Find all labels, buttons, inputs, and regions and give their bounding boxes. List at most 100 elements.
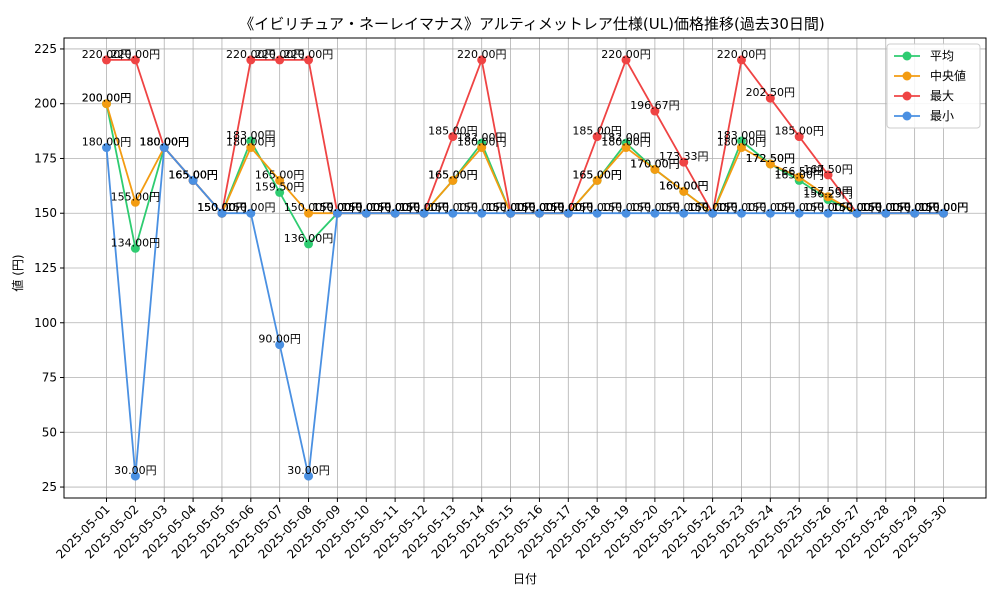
data-label: 150.00円 (688, 201, 738, 214)
data-label: 150.00円 (342, 201, 392, 214)
data-point (650, 164, 660, 174)
data-label: 150.00円 (832, 201, 882, 214)
data-label: 150.00円 (197, 201, 247, 214)
data-label: 150.00円 (486, 201, 536, 214)
y-tick-label: 150 (34, 206, 57, 220)
y-tick-label: 75 (42, 371, 57, 385)
data-point (563, 208, 573, 218)
data-label: 185.00円 (428, 125, 478, 138)
data-label: 150.00円 (919, 201, 969, 214)
data-label: 150.00円 (226, 201, 276, 214)
data-point (448, 208, 458, 218)
data-label: 150.00円 (659, 201, 709, 214)
data-label: 150.00円 (370, 201, 420, 214)
data-point (939, 208, 948, 218)
data-label: 90.00円 (258, 333, 301, 346)
data-label: 200.00円 (82, 92, 132, 105)
data-label: 220.00円 (255, 48, 305, 61)
data-label: 220.00円 (284, 48, 334, 61)
data-label: 150.00円 (515, 201, 565, 214)
y-tick-label: 200 (34, 97, 57, 111)
data-point (881, 208, 891, 218)
data-point (246, 208, 256, 218)
data-point (246, 136, 256, 146)
data-label: 150.00円 (370, 201, 420, 214)
data-label: 155.00円 (111, 190, 161, 203)
legend-label: 最小 (930, 109, 954, 123)
data-point (794, 208, 804, 218)
data-point (448, 132, 458, 142)
data-label: 166.50円 (774, 165, 824, 178)
data-label: 150.00円 (457, 201, 507, 214)
data-label: 172.50円 (746, 152, 796, 165)
data-label: 150.00円 (861, 201, 911, 214)
data-label: 30.00円 (114, 464, 157, 477)
y-tick-label: 225 (34, 42, 57, 56)
data-point (794, 132, 804, 142)
data-label: 180.00円 (226, 136, 276, 149)
y-tick-label: 50 (42, 425, 57, 439)
data-label: 150.00円 (197, 201, 247, 214)
legend-swatch-marker (902, 51, 912, 61)
data-label: 165.00円 (428, 168, 478, 181)
data-point (130, 471, 140, 481)
data-label: 180.00円 (717, 136, 767, 149)
data-label: 183.00円 (226, 129, 276, 142)
data-point (275, 175, 285, 185)
data-point (765, 159, 775, 169)
data-point (736, 136, 746, 146)
data-label: 180.00円 (601, 136, 651, 149)
data-label: 150.00円 (428, 201, 478, 214)
data-label: 150.00円 (399, 201, 449, 214)
data-label: 150.00円 (746, 201, 796, 214)
data-label: 150.00円 (861, 201, 911, 214)
data-label: 170.00円 (630, 157, 680, 170)
y-tick-label: 100 (34, 316, 57, 330)
data-label: 150.00円 (313, 201, 363, 214)
data-point (448, 175, 458, 185)
legend-swatch-marker (902, 111, 912, 121)
data-point (130, 197, 140, 207)
data-label: 180.00円 (139, 136, 189, 149)
legend-swatch-marker (902, 71, 912, 81)
data-label: 165.00円 (168, 168, 218, 181)
data-point (621, 208, 631, 218)
data-point (159, 143, 169, 153)
data-point (188, 175, 198, 185)
data-label: 157.50円 (803, 185, 853, 198)
y-tick-label: 175 (34, 151, 57, 165)
data-point (736, 208, 746, 218)
data-label: 150.00円 (688, 201, 738, 214)
data-label: 150.00円 (688, 201, 738, 214)
data-label: 150.00円 (284, 201, 334, 214)
data-label: 200.00円 (82, 92, 132, 105)
data-point (130, 243, 140, 253)
data-label: 134.00円 (111, 236, 161, 249)
data-point (794, 172, 804, 182)
data-label: 150.00円 (486, 201, 536, 214)
data-label: 150.00円 (861, 201, 911, 214)
data-label: 150.00円 (919, 201, 969, 214)
data-point (679, 157, 689, 167)
data-label: 150.00円 (197, 201, 247, 214)
data-point (304, 55, 314, 65)
data-label: 150.00円 (399, 201, 449, 214)
data-point (823, 192, 833, 202)
data-label: 165.00円 (572, 168, 622, 181)
data-label: 150.00円 (515, 201, 565, 214)
legend-label: 平均 (930, 49, 954, 63)
data-label: 172.50円 (746, 152, 796, 165)
y-axis-label: 値 (円) (10, 254, 25, 291)
data-point (765, 93, 775, 103)
data-point (736, 55, 746, 65)
legend-label: 最大 (930, 89, 954, 103)
data-label: 165.00円 (168, 168, 218, 181)
data-point (592, 208, 602, 218)
data-label: 180.00円 (82, 136, 132, 149)
data-label: 150.00円 (313, 201, 363, 214)
data-label: 160.00円 (659, 179, 709, 192)
data-label: 150.00円 (832, 201, 882, 214)
data-point (304, 471, 314, 481)
data-point (477, 55, 487, 65)
